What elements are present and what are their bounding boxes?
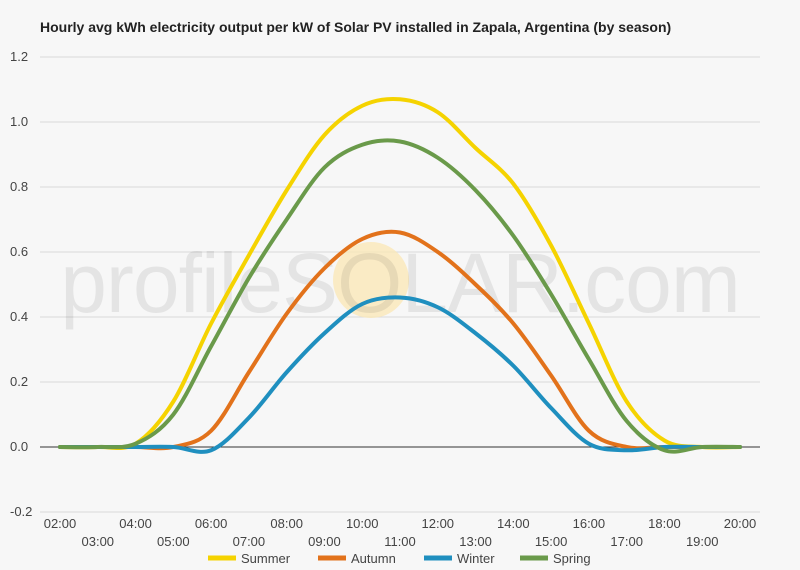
y-tick-label: 1.0 [10, 114, 28, 129]
legend-label: Winter [457, 551, 495, 566]
x-tick-label: 10:00 [346, 516, 379, 531]
y-tick-label: -0.2 [10, 504, 32, 519]
x-tick-label: 17:00 [610, 534, 643, 549]
x-tick-label: 04:00 [119, 516, 152, 531]
x-tick-label: 03:00 [82, 534, 115, 549]
x-tick-label: 09:00 [308, 534, 341, 549]
legend: Summer Autumn Winter Spring [208, 551, 591, 566]
x-tick-label: 05:00 [157, 534, 190, 549]
watermark-text: profileSOLAR.com [60, 236, 740, 330]
legend-label: Summer [241, 551, 291, 566]
y-axis: -0.2 0.0 0.2 0.4 0.6 0.8 1.0 1.2 [10, 49, 32, 519]
legend-label: Spring [553, 551, 591, 566]
y-tick-label: 0.4 [10, 309, 28, 324]
y-tick-label: 0.8 [10, 179, 28, 194]
x-tick-label: 19:00 [686, 534, 719, 549]
x-tick-label: 06:00 [195, 516, 228, 531]
x-tick-label: 20:00 [724, 516, 757, 531]
watermark-group: profileSOLAR.com [60, 236, 741, 330]
x-axis: 02:00 04:00 06:00 08:00 10:00 12:00 14:00 16:00… [44, 516, 757, 549]
x-tick-label: 16:00 [573, 516, 606, 531]
x-tick-label: 11:00 [384, 534, 416, 549]
legend-label: Autumn [351, 551, 396, 566]
x-tick-label: 15:00 [535, 534, 568, 549]
y-tick-label: 0.2 [10, 374, 28, 389]
y-tick-label: 0.0 [10, 439, 28, 454]
x-tick-label: 07:00 [233, 534, 266, 549]
x-tick-label: 02:00 [44, 516, 77, 531]
gridlines [40, 56, 760, 513]
series-line-winter [58, 295, 742, 454]
series-line-summer [58, 96, 742, 451]
y-tick-label: 1.2 [10, 49, 28, 64]
x-tick-label: 18:00 [648, 516, 681, 531]
x-tick-label: 13:00 [459, 534, 492, 549]
x-tick-label: 14:00 [497, 516, 530, 531]
y-tick-label: 0.6 [10, 244, 28, 259]
x-tick-label: 12:00 [422, 516, 455, 531]
x-tick-label: 08:00 [270, 516, 303, 531]
chart-title: Hourly avg kWh electricity output per kW… [40, 19, 672, 35]
series-line-spring [58, 138, 742, 454]
series-lines [58, 96, 742, 454]
